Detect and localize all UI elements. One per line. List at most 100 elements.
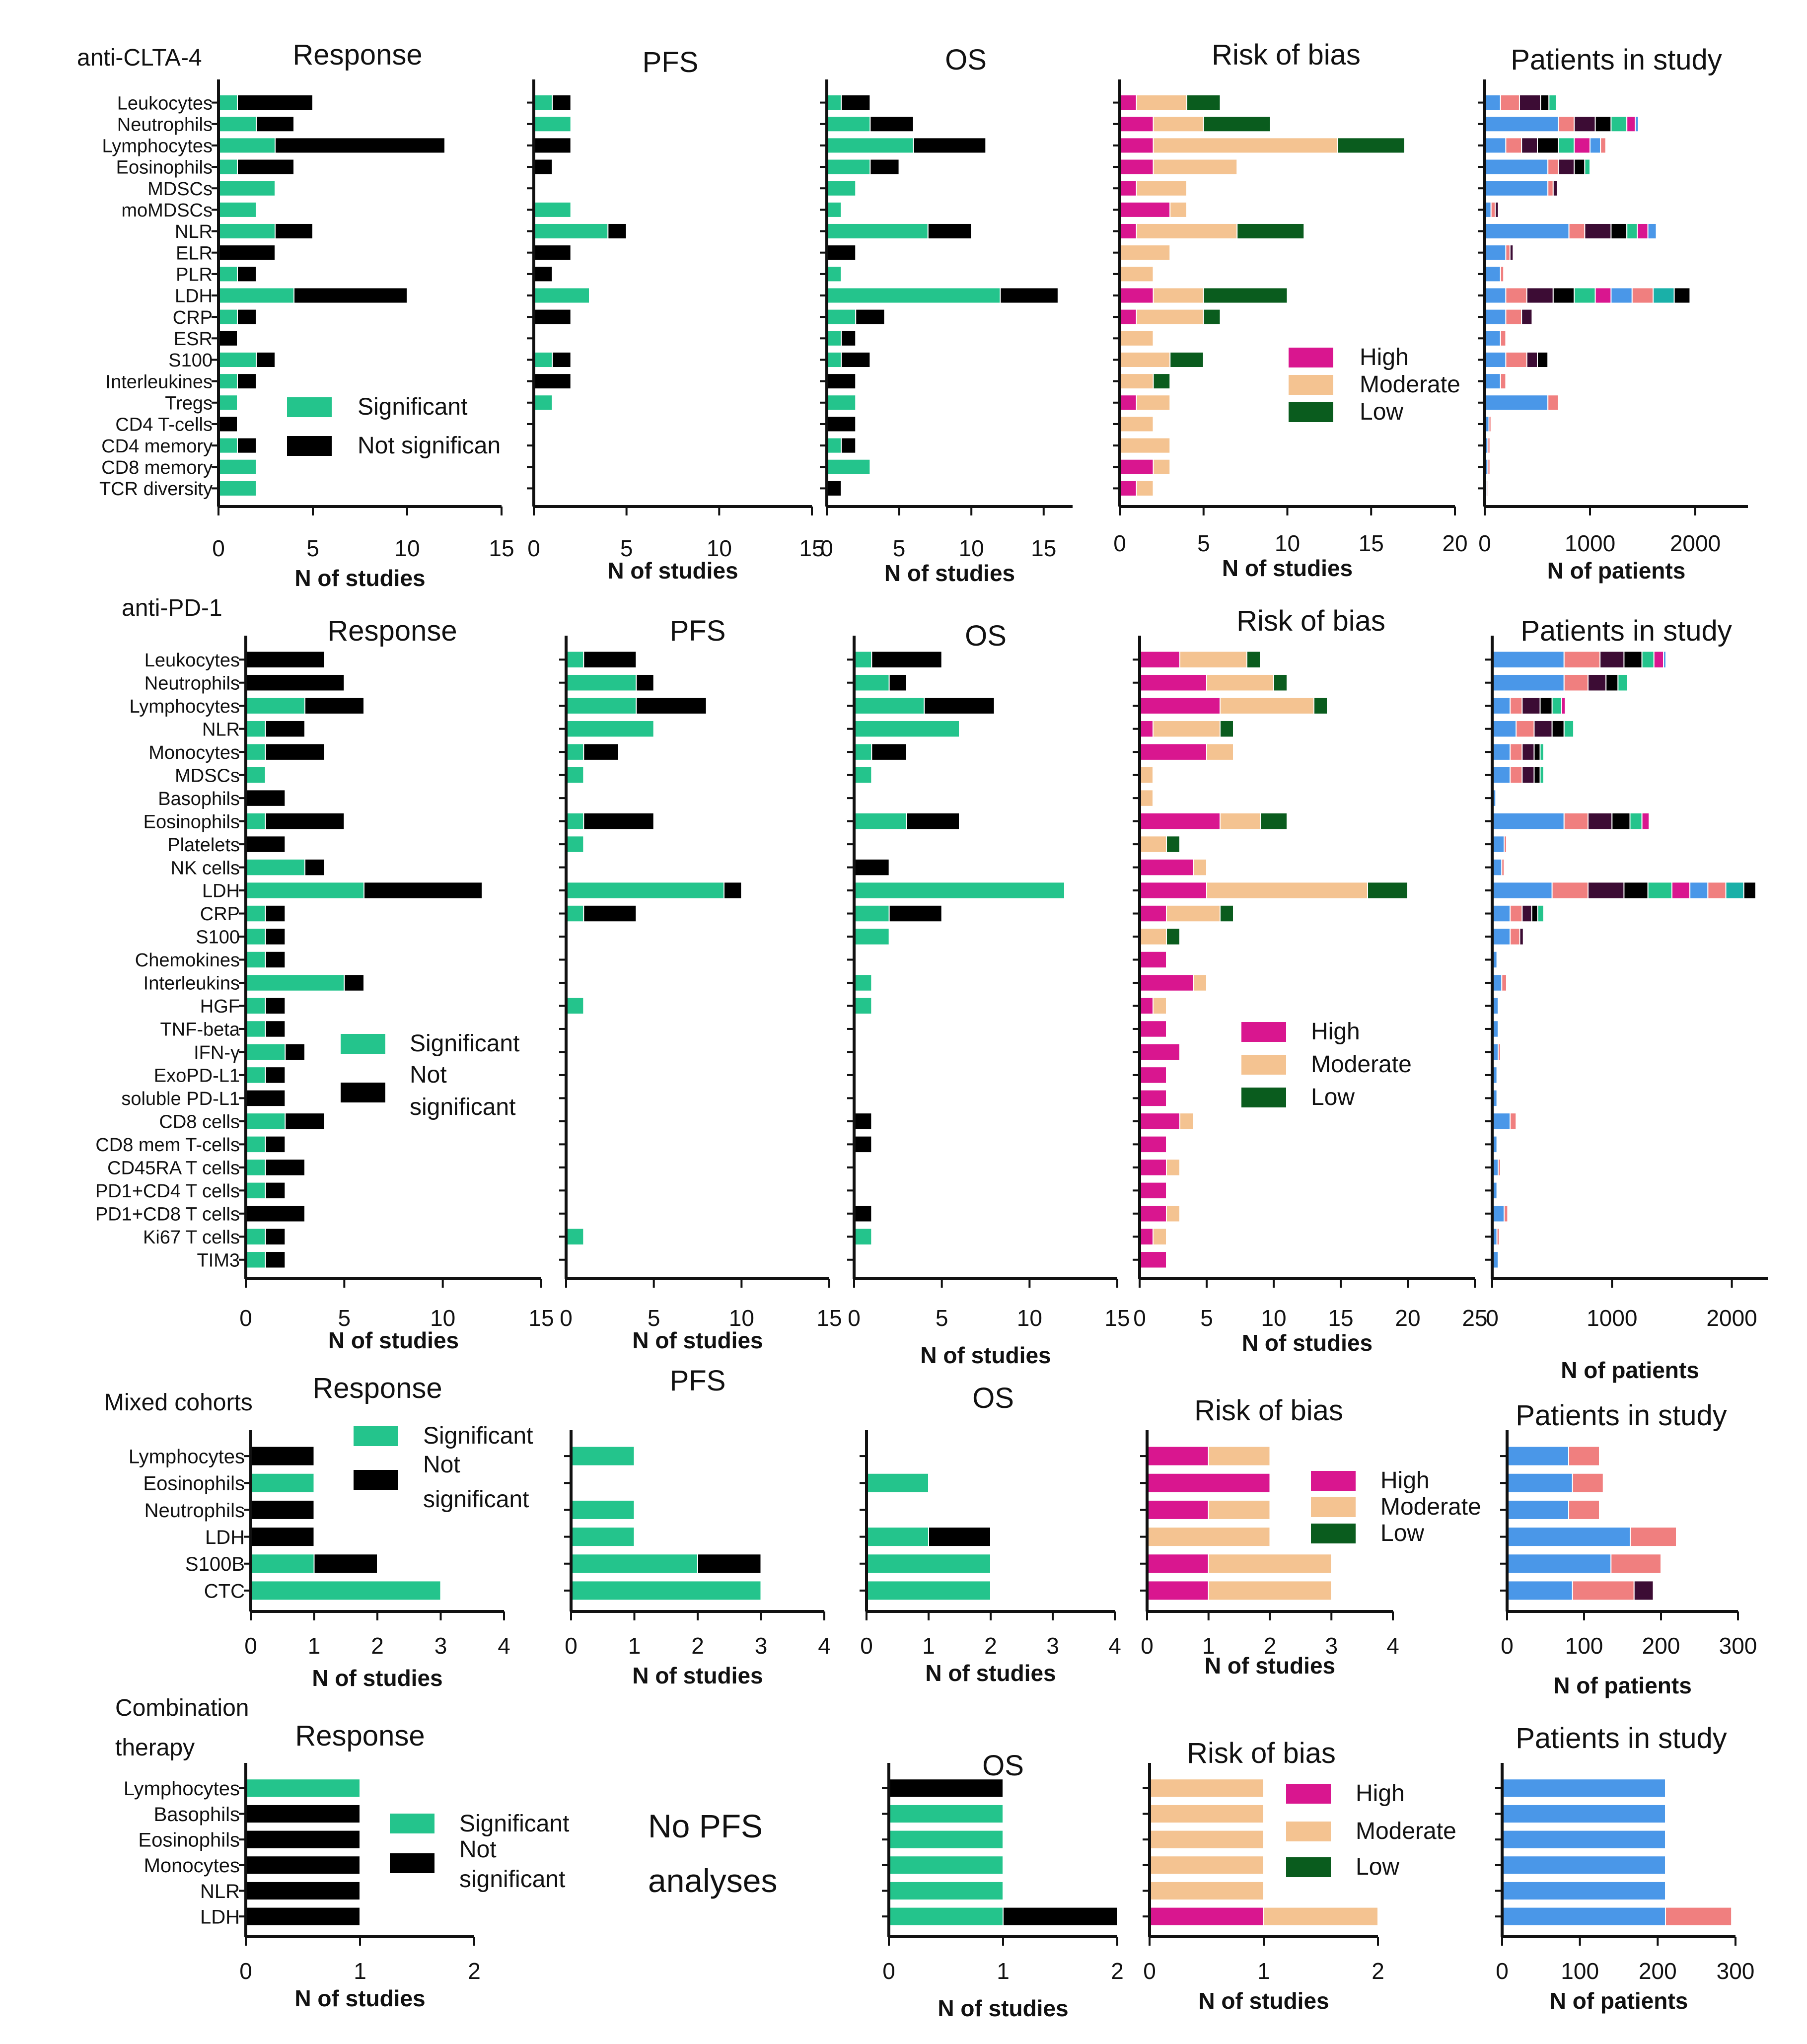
bar-segment	[1500, 330, 1507, 347]
bar-not-significant	[533, 137, 572, 154]
bar-segment	[1484, 180, 1549, 197]
bar-not-significant	[854, 1135, 872, 1154]
legend-label-not: Not	[459, 1836, 497, 1863]
bar-not-significant	[237, 158, 294, 175]
bar-segment	[1505, 287, 1527, 304]
bar-significant	[854, 928, 890, 946]
bar-not-significant	[869, 116, 914, 133]
bar-high	[1139, 1089, 1167, 1107]
group-title-anti-pd1: anti-PD-1	[122, 595, 222, 621]
bar-segment	[1492, 904, 1511, 923]
bar-high	[1139, 651, 1180, 668]
bar-moderate	[1119, 244, 1171, 261]
bar-not-significant	[841, 437, 857, 454]
bar-not-significant	[552, 351, 572, 368]
bar-not-significant	[245, 1804, 361, 1824]
combination-therapy-patients-panel: Patients in study 0 100 200 300 N of patients	[1495, 1722, 1754, 2014]
bar-moderate	[1136, 480, 1154, 497]
bar-high	[1147, 1472, 1271, 1493]
bar-segment	[1599, 651, 1625, 668]
category-label: Eosinophils	[138, 1829, 240, 1851]
bar-not-significant	[854, 1112, 872, 1130]
x-tick-label: 1000	[1587, 1305, 1637, 1331]
x-tick-label: 5	[648, 1305, 660, 1331]
bar-significant	[566, 743, 584, 761]
x-tick-label: 2	[371, 1633, 384, 1659]
bar-segment	[1500, 94, 1520, 111]
x-tick-label: 10	[707, 535, 732, 561]
bar-segment	[1665, 1906, 1733, 1926]
bar-significant	[245, 950, 266, 969]
x-axis-label: N of studies	[632, 1327, 763, 1353]
x-tick-label: 3	[1325, 1633, 1338, 1659]
category-label: ELR	[176, 243, 213, 264]
no-pfs-note-line1: No PFS	[648, 1808, 763, 1844]
bar-not-significant	[583, 743, 620, 761]
bar-high	[1139, 1181, 1167, 1200]
bar-moderate	[1166, 1205, 1180, 1223]
bar-segment	[1510, 766, 1523, 784]
x-axis-label: N of studies	[1198, 1988, 1329, 2014]
bar-segment	[1552, 180, 1558, 197]
bar-significant	[566, 720, 654, 738]
bar-low	[1166, 835, 1180, 853]
bar-moderate	[1153, 116, 1204, 133]
category-label: Monocytes	[144, 1855, 240, 1877]
bar-moderate	[1119, 266, 1154, 283]
bar-not-significant	[552, 94, 572, 111]
group-title-combination-line1: Combination	[115, 1695, 249, 1721]
category-label: S100	[168, 350, 213, 371]
x-axis-label: N of studies	[1205, 1653, 1335, 1679]
bar-segment	[1492, 697, 1511, 715]
anti-clta-4-pfs-panel: PFS 0 5 10 15 N of studies	[527, 46, 825, 584]
x-tick-label: 1	[628, 1633, 641, 1659]
bar-high	[1139, 997, 1154, 1015]
category-label: CTC	[204, 1580, 245, 1602]
category-label: Platelets	[167, 835, 240, 856]
bar-segment	[1484, 351, 1507, 368]
bar-moderate	[1139, 928, 1167, 946]
bar-significant	[826, 351, 842, 368]
panel-title: Risk of bias	[1194, 1394, 1343, 1427]
x-tick-label: 20	[1395, 1305, 1420, 1331]
bar-moderate	[1149, 1804, 1264, 1824]
panel-title: Response	[295, 1720, 425, 1752]
x-tick-label: 10	[394, 535, 420, 561]
legend-swatch-low	[1286, 1857, 1331, 1877]
bar-not-significant	[265, 1251, 286, 1269]
bar-significant	[888, 1906, 1004, 1926]
category-label: ExoPD-L1	[154, 1066, 240, 1087]
bar-significant	[245, 997, 266, 1015]
category-label: CD8 cells	[159, 1112, 240, 1133]
bar-segment	[1584, 158, 1590, 175]
bar-not-significant	[913, 137, 987, 154]
x-tick-label: 1000	[1565, 530, 1615, 556]
legend-label-significant-2: significant	[423, 1486, 529, 1513]
bars	[245, 1778, 361, 1926]
bar-high	[1139, 1228, 1154, 1246]
panel-title: Response	[327, 615, 457, 647]
category-label: ESR	[174, 329, 213, 350]
category-label: CD45RA T cells	[107, 1158, 240, 1179]
bar-moderate	[1136, 222, 1238, 240]
bar-significant	[826, 137, 914, 154]
bar-significant	[533, 351, 553, 368]
category-label: Lymphocytes	[130, 696, 240, 717]
bar-low	[1236, 222, 1305, 240]
bar-segment	[1630, 1527, 1677, 1547]
bar-significant	[854, 651, 872, 668]
bar-moderate	[1136, 180, 1187, 197]
x-tick-label: 15	[1328, 1305, 1353, 1331]
bar-moderate	[1153, 997, 1167, 1015]
x-tick-label: 200	[1639, 1958, 1677, 1984]
x-axis-label: N of studies	[312, 1665, 442, 1691]
bar-not-significant	[265, 950, 286, 969]
bar-not-significant	[265, 720, 306, 738]
bar-not-significant	[304, 697, 364, 715]
legend-label-significant: Significant	[410, 1030, 519, 1057]
category-label: TNF-beta	[160, 1020, 240, 1040]
bar-significant	[566, 766, 584, 784]
category-label: Neutrophils	[145, 1500, 245, 1522]
x-axis-label: N of studies	[920, 1342, 1051, 1368]
group-mixed-cohorts: Lymphocytes Eosinophils Neutrophils LDH S100…	[129, 1365, 1757, 1698]
